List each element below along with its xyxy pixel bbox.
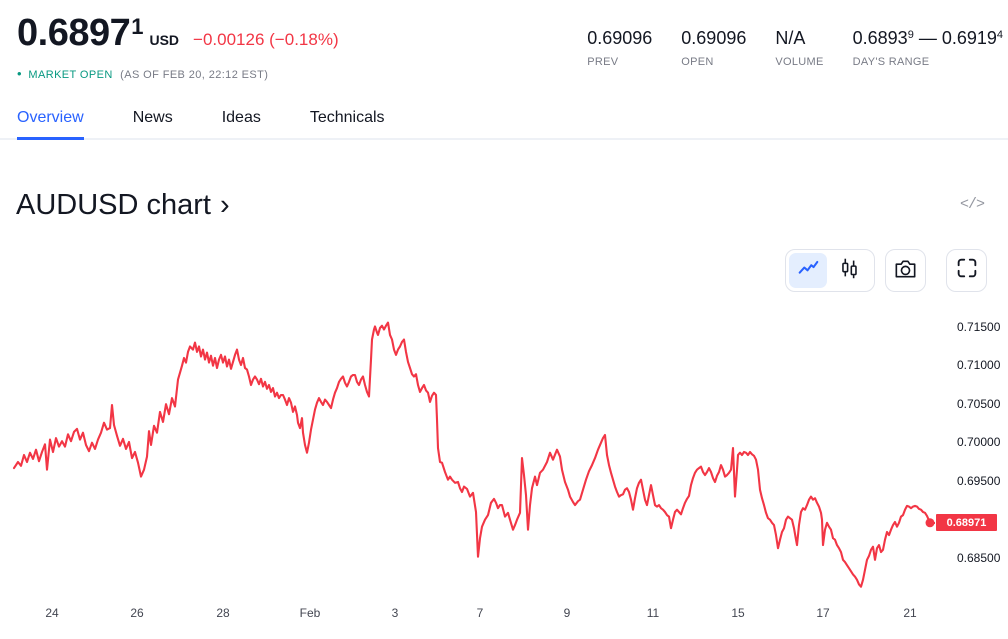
stat-open-label: OPEN [681,56,714,68]
stat-days-range-label: DAY'S RANGE [852,56,930,68]
current-price: 0.6897 [17,12,131,54]
candlestick-style-button[interactable] [827,250,871,291]
candlestick-icon [836,255,862,286]
current-price-tick [928,522,935,524]
stat-prev: 0.69096 PREV [587,28,652,68]
price-change: −0.00126 (−0.18%) [193,30,339,49]
current-price-label: 0.68971 [936,514,997,531]
range-low: 0.6893 [852,28,908,48]
stat-days-range-value: 0.68939 —0.69194 [853,28,1003,49]
code-embed-icon[interactable]: </> [959,196,985,213]
stat-volume-value: N/A [775,28,806,48]
y-axis-label: 0.70500 [957,397,1001,411]
x-axis-label: 7 [476,606,484,620]
current-price-sup-digit: 1 [131,14,144,39]
tab-news[interactable]: News [132,109,173,126]
x-axis-label: 28 [216,606,230,620]
market-status: MARKET OPEN [28,69,113,81]
fullscreen-icon [954,255,980,286]
snapshot-button[interactable] [885,249,926,292]
chart-area[interactable] [0,300,1008,600]
stat-volume: N/A VOLUME [775,28,823,68]
x-axis-label: 9 [563,606,571,620]
page-title-text: AUDUSD chart [16,189,211,221]
stat-prev-label: PREV [587,56,619,68]
stat-open: 0.69096 OPEN [681,28,746,68]
tab-overview[interactable]: Overview [17,100,84,140]
x-axis-label: Feb [299,606,321,620]
price-line [12,321,932,588]
chart-toolbar [785,249,987,292]
x-axis-label: 21 [903,606,917,620]
stat-days-range: 0.68939 —0.69194 DAY'S RANGE [853,28,1003,68]
stat-volume-label: VOLUME [775,56,824,68]
range-low-sup: 9 [907,29,914,41]
range-separator: — [918,28,937,48]
page-title[interactable]: AUDUSD chart › [16,189,230,222]
as-of-timestamp: (AS OF FEB 20, 22:12 EST) [120,69,269,81]
chevron-right-icon: › [220,189,230,221]
currency-label: USD [149,32,180,48]
x-axis-label: 3 [391,606,399,620]
range-high: 0.6919 [941,28,997,48]
tabbar: Overview News Ideas Technicals [0,100,1008,140]
price-block: 0.6897 1 USD −0.00126 (−0.18%) [17,12,339,55]
tab-ideas[interactable]: Ideas [221,109,261,126]
fullscreen-button[interactable] [946,249,987,292]
y-axis-label: 0.69500 [957,474,1001,488]
x-axis-label: 24 [45,606,59,620]
y-axis-label: 0.71500 [957,320,1001,334]
y-axis-label: 0.71000 [957,358,1001,372]
line-chart-icon [795,255,821,286]
x-axis-label: 17 [816,606,830,620]
y-axis-label: 0.68500 [957,551,1001,565]
line-chart-style-button[interactable] [789,253,827,288]
stat-prev-value: 0.69096 [587,28,653,48]
header-stats: 0.69096 PREV 0.69096 OPEN N/A VOLUME 0.6… [587,28,1003,68]
x-axis-label: 11 [646,606,660,620]
range-high-sup: 4 [996,29,1003,41]
market-status-row: • MARKET OPEN (AS OF FEB 20, 22:12 EST) [17,66,268,81]
camera-icon [892,255,919,287]
y-axis-label: 0.70000 [957,435,1001,449]
x-axis-label: 15 [731,606,745,620]
tab-technicals[interactable]: Technicals [309,109,385,126]
chart-style-switcher [785,249,875,292]
stat-open-value: 0.69096 [681,28,747,48]
market-status-dot: • [17,66,22,81]
x-axis-label: 26 [130,606,144,620]
